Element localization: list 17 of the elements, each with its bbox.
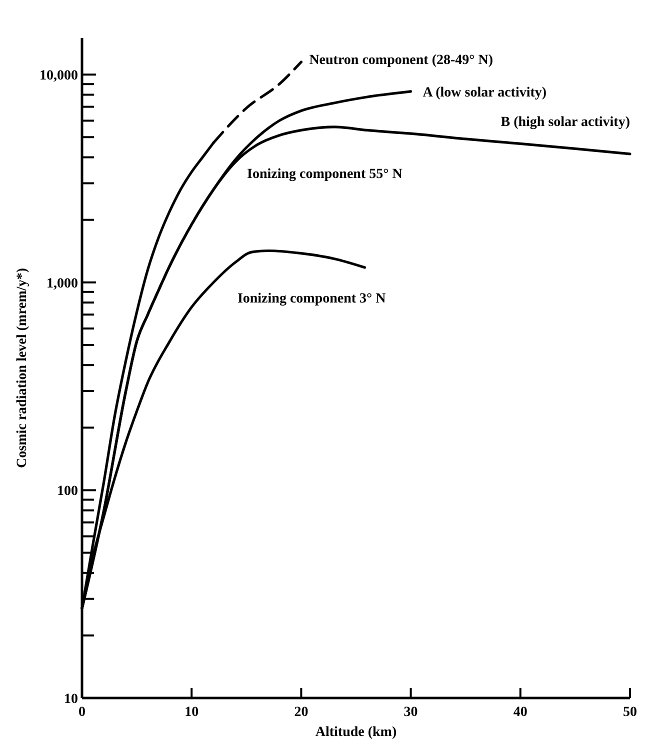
x-tick-label: 30 [404, 705, 418, 720]
x-tick-label: 20 [294, 705, 308, 720]
x-tick-label: 0 [78, 705, 86, 720]
series-label: A (low solar activity) [422, 85, 547, 100]
y-tick-label: 100 [57, 484, 78, 500]
x-tick-label: 10 [184, 705, 199, 720]
series-label: B (high solar activity) [500, 114, 630, 130]
annotation: Ionizing component 55° N [247, 167, 402, 182]
series-label: Ionizing component 3° N [237, 291, 386, 306]
y-tick-label: 10,000 [40, 68, 78, 84]
y-axis-title: Cosmic radiation level (mrem/y*) [15, 268, 30, 468]
x-tick-label: 50 [623, 705, 637, 720]
series-label: Neutron component (28-49° N) [309, 52, 494, 68]
x-axis-title: Altitude (km) [315, 725, 397, 740]
y-tick-label: 10 [64, 692, 78, 707]
x-tick-label: 40 [513, 705, 528, 720]
y-tick-label: 1,000 [46, 276, 78, 292]
